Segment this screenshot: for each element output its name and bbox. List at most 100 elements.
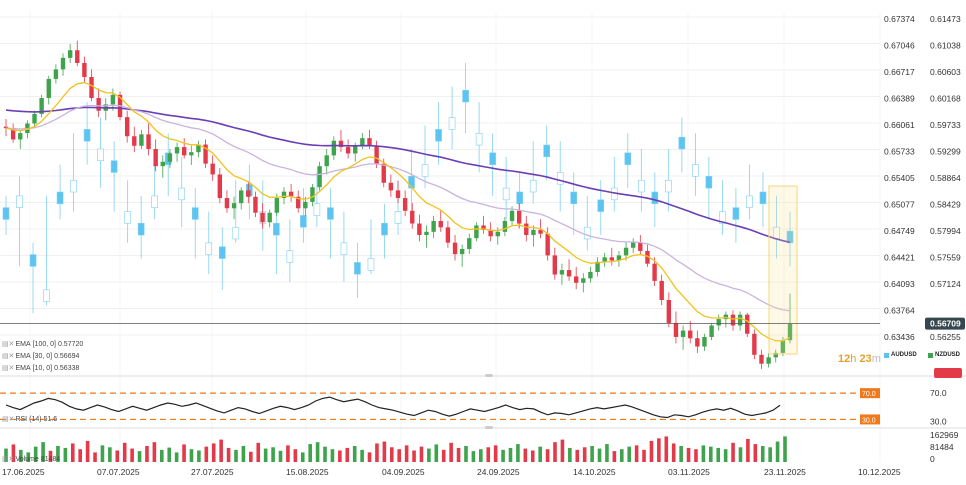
candle-body[interactable]: [673, 322, 679, 337]
candle-body[interactable]: [737, 314, 743, 326]
candle-body[interactable]: [745, 314, 750, 334]
candle-body[interactable]: [367, 138, 372, 146]
ema-10-legend[interactable]: ▤ ✕ EMA [10, 0] 0.56338: [2, 364, 79, 373]
candle-body[interactable]: [666, 300, 672, 323]
candle-body[interactable]: [317, 166, 322, 188]
candle-body[interactable]: [431, 220, 436, 232]
candle-body[interactable]: [474, 225, 479, 239]
candle-body[interactable]: [345, 147, 351, 154]
candle-body[interactable]: [417, 223, 422, 236]
volume-legend[interactable]: ▤ ✕ Volume 81484: [2, 455, 60, 464]
candle-body[interactable]: [381, 163, 386, 183]
candle-body[interactable]: [10, 127, 16, 140]
legend-controls-icon[interactable]: ▤ ✕: [2, 365, 14, 372]
candle-body[interactable]: [96, 98, 101, 111]
candle-body[interactable]: [538, 229, 543, 234]
candle-body[interactable]: [438, 220, 443, 228]
candle-body[interactable]: [310, 187, 315, 202]
candle-body[interactable]: [730, 314, 736, 326]
candle-body[interactable]: [174, 147, 180, 154]
candle-body[interactable]: [452, 242, 458, 255]
candle-body[interactable]: [581, 278, 586, 283]
candle-body[interactable]: [516, 210, 522, 224]
candle-body[interactable]: [787, 323, 793, 341]
candle-body[interactable]: [602, 257, 607, 262]
highlight-box[interactable]: [768, 185, 798, 355]
candle-body[interactable]: [631, 242, 636, 248]
candle-body[interactable]: [509, 210, 515, 221]
candle-body[interactable]: [53, 69, 59, 79]
candle-body[interactable]: [688, 330, 693, 339]
candle-body[interactable]: [702, 336, 707, 347]
ema-30-legend[interactable]: ▤ ✕ EMA [30, 0] 0.56694: [2, 352, 79, 361]
symbol-tag-audusd[interactable]: AUDUSD: [884, 352, 917, 358]
candle-body[interactable]: [281, 191, 287, 199]
legend-controls-icon[interactable]: ▤ ✕: [2, 416, 14, 423]
candle-body[interactable]: [773, 352, 778, 358]
candle-body[interactable]: [189, 152, 194, 156]
candle-body[interactable]: [424, 231, 429, 236]
candle-body[interactable]: [395, 190, 401, 199]
candle-body[interactable]: [481, 225, 486, 230]
candle-body[interactable]: [296, 196, 301, 209]
candle-body[interactable]: [402, 198, 408, 211]
candle-body[interactable]: [552, 255, 557, 275]
candle-body[interactable]: [331, 140, 337, 156]
candle-body[interactable]: [139, 134, 144, 146]
rsi-legend[interactable]: ▤ ✕ RSI (14) 51.6: [2, 415, 57, 424]
legend-controls-icon[interactable]: ▤ ✕: [2, 353, 14, 360]
candle-body[interactable]: [231, 203, 237, 209]
candle-body[interactable]: [752, 333, 757, 355]
legend-controls-icon[interactable]: ▤ ✕: [2, 341, 14, 348]
candle-body[interactable]: [153, 148, 158, 167]
candle-body[interactable]: [502, 220, 508, 232]
candle-body[interactable]: [338, 140, 344, 148]
candle-body[interactable]: [459, 249, 465, 255]
candle-body[interactable]: [445, 227, 451, 243]
candle-body[interactable]: [274, 198, 280, 213]
candle-body[interactable]: [695, 338, 700, 347]
candle-body[interactable]: [716, 319, 721, 326]
candle-body[interactable]: [246, 190, 251, 197]
symbol-tag-nzdusd[interactable]: NZDUSD: [928, 352, 960, 358]
candle-body[interactable]: [680, 330, 686, 337]
candle-body[interactable]: [89, 76, 94, 99]
candle-body[interactable]: [488, 229, 493, 237]
candle-body[interactable]: [766, 357, 771, 364]
candle-body[interactable]: [780, 340, 786, 353]
candle-body[interactable]: [410, 210, 415, 224]
candle-body[interactable]: [167, 153, 173, 162]
candle-body[interactable]: [196, 144, 201, 153]
candle-body[interactable]: [573, 276, 579, 283]
candle-body[interactable]: [595, 261, 600, 272]
pane-resize-handle[interactable]: [485, 426, 493, 429]
candle-body[interactable]: [46, 78, 51, 99]
candle-body[interactable]: [203, 144, 208, 164]
candle-body[interactable]: [303, 201, 308, 209]
candle-body[interactable]: [224, 198, 230, 209]
ema-100-legend[interactable]: ▤ ✕ EMA [100, 0] 0.57720: [2, 340, 83, 349]
candle-body[interactable]: [759, 354, 764, 364]
candle-body[interactable]: [324, 155, 329, 167]
candle-body[interactable]: [39, 98, 44, 114]
candle-body[interactable]: [217, 174, 223, 199]
candle-body[interactable]: [531, 229, 536, 236]
candle-body[interactable]: [652, 263, 657, 281]
candle-body[interactable]: [60, 57, 66, 70]
candle-body[interactable]: [374, 145, 379, 164]
candle-body[interactable]: [67, 50, 73, 58]
candle-body[interactable]: [124, 117, 130, 137]
candle-body[interactable]: [82, 62, 87, 77]
candle-body[interactable]: [609, 257, 615, 261]
candle-body[interactable]: [18, 133, 23, 140]
candle-body[interactable]: [638, 242, 643, 251]
candle-body[interactable]: [623, 247, 629, 256]
candle-body[interactable]: [288, 191, 294, 197]
candle-body[interactable]: [388, 182, 394, 191]
candle-body[interactable]: [160, 161, 165, 167]
candle-body[interactable]: [659, 280, 664, 300]
candle-body[interactable]: [253, 196, 258, 213]
candle-body[interactable]: [267, 212, 272, 223]
